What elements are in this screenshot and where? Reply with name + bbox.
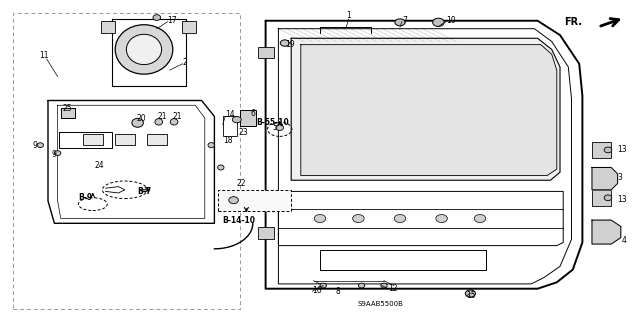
- Bar: [223, 116, 237, 136]
- Bar: [592, 190, 611, 206]
- Bar: [13, 13, 240, 309]
- Text: B-14-10: B-14-10: [223, 216, 256, 225]
- Text: 2: 2: [182, 58, 187, 67]
- Bar: [115, 134, 135, 145]
- Text: 1: 1: [346, 11, 351, 20]
- Ellipse shape: [394, 215, 406, 223]
- Text: 15: 15: [466, 291, 476, 300]
- Ellipse shape: [208, 143, 214, 148]
- Text: S9AAB5500B: S9AAB5500B: [358, 301, 404, 307]
- Text: 12: 12: [388, 284, 398, 293]
- Text: 5: 5: [272, 123, 277, 132]
- Text: FR.: FR.: [564, 17, 582, 27]
- Bar: [218, 190, 291, 211]
- Ellipse shape: [153, 15, 161, 20]
- Text: 21: 21: [157, 112, 167, 121]
- Text: 3: 3: [618, 173, 623, 182]
- Ellipse shape: [604, 147, 612, 153]
- Text: B-55-10: B-55-10: [256, 118, 289, 127]
- Ellipse shape: [54, 151, 61, 156]
- Ellipse shape: [37, 143, 44, 148]
- Text: 6: 6: [251, 109, 256, 118]
- Ellipse shape: [314, 215, 326, 223]
- Polygon shape: [291, 38, 560, 180]
- Ellipse shape: [474, 215, 486, 223]
- Text: B-9: B-9: [78, 193, 92, 202]
- Text: 25: 25: [63, 104, 72, 113]
- Ellipse shape: [381, 283, 387, 288]
- Bar: [182, 21, 196, 33]
- Bar: [240, 110, 256, 126]
- Text: 4: 4: [622, 236, 627, 245]
- Bar: [101, 21, 115, 33]
- Text: B-7: B-7: [138, 187, 152, 196]
- Text: 13: 13: [618, 145, 627, 154]
- Ellipse shape: [115, 25, 173, 74]
- Bar: [592, 142, 611, 158]
- Polygon shape: [592, 220, 621, 244]
- Text: 20: 20: [136, 114, 146, 122]
- Bar: [258, 227, 274, 239]
- Ellipse shape: [433, 18, 444, 26]
- Ellipse shape: [358, 283, 365, 288]
- Text: 9: 9: [32, 141, 37, 150]
- Text: 11: 11: [39, 51, 48, 60]
- Text: 16: 16: [312, 286, 322, 295]
- Ellipse shape: [229, 197, 239, 204]
- Text: 24: 24: [94, 161, 104, 170]
- Text: 7: 7: [402, 16, 407, 25]
- Text: 23: 23: [239, 128, 248, 137]
- Ellipse shape: [127, 34, 161, 64]
- Polygon shape: [592, 167, 618, 190]
- Ellipse shape: [353, 215, 364, 223]
- Ellipse shape: [170, 119, 178, 125]
- Ellipse shape: [395, 19, 405, 26]
- Text: 19: 19: [285, 40, 294, 49]
- Text: 13: 13: [618, 195, 627, 204]
- Text: 21: 21: [173, 112, 182, 121]
- Text: 22: 22: [237, 179, 246, 188]
- Ellipse shape: [465, 290, 476, 297]
- Polygon shape: [301, 45, 557, 175]
- Text: 18: 18: [223, 136, 232, 145]
- Ellipse shape: [218, 165, 224, 170]
- Ellipse shape: [280, 40, 289, 46]
- Bar: [258, 47, 274, 58]
- Bar: [147, 134, 167, 145]
- Text: 10: 10: [446, 16, 456, 25]
- Bar: [61, 108, 75, 118]
- Ellipse shape: [155, 119, 163, 125]
- Ellipse shape: [276, 125, 284, 130]
- Ellipse shape: [436, 215, 447, 223]
- Bar: [83, 134, 103, 145]
- Text: 17: 17: [168, 16, 177, 25]
- Text: 8: 8: [335, 287, 340, 296]
- Ellipse shape: [604, 195, 612, 201]
- Text: 9: 9: [52, 150, 57, 159]
- Text: 14: 14: [225, 110, 235, 119]
- Ellipse shape: [320, 283, 326, 288]
- Ellipse shape: [132, 118, 143, 127]
- Ellipse shape: [232, 116, 241, 123]
